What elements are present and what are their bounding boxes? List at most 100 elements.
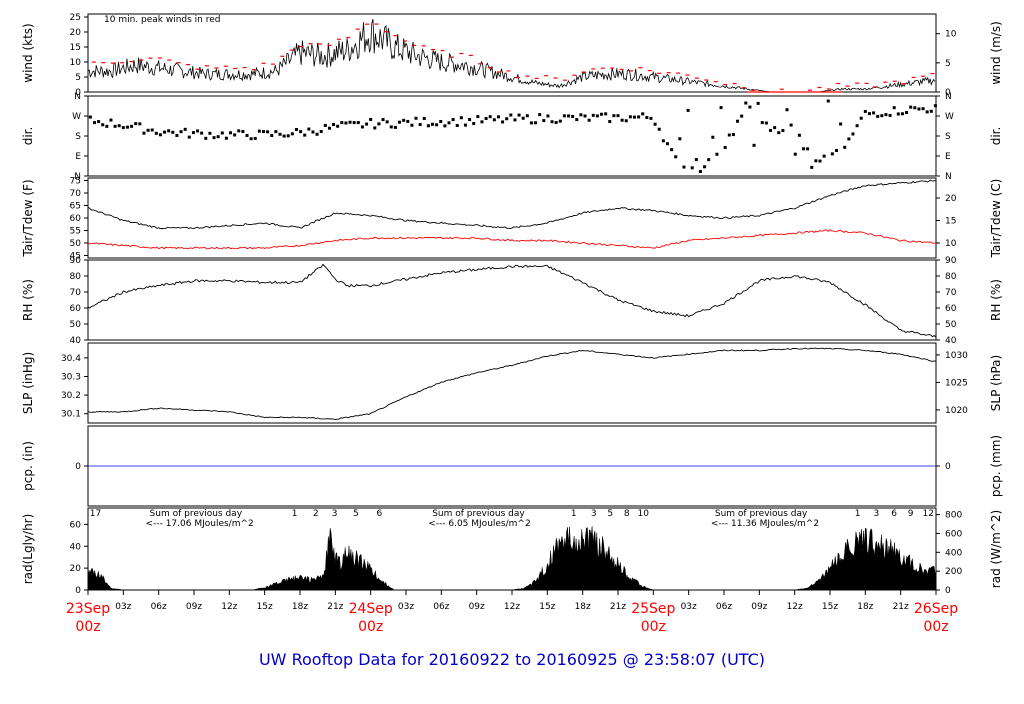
dir-point [113, 124, 117, 128]
dir-point [872, 111, 876, 115]
dir-point [216, 135, 220, 139]
xtick-label: 15z [822, 602, 838, 612]
xtick-label: 09z [469, 602, 485, 612]
dir-point [323, 123, 327, 127]
dir-point [109, 118, 113, 122]
dir-point [760, 121, 764, 125]
ytick-label-wind: 25 [70, 13, 81, 23]
dir-point [797, 133, 801, 137]
dir-point [319, 129, 323, 133]
dir-point [682, 165, 686, 169]
ytick-label-dir: S [75, 132, 81, 142]
dir-point [896, 112, 900, 116]
dir-point [253, 136, 257, 140]
wind-line [87, 18, 936, 93]
dir-point [913, 106, 917, 110]
ytick-label-temp: 65 [70, 202, 81, 212]
dir-point [773, 126, 777, 130]
ylabel-right-pcp: pcp. (mm) [989, 435, 1003, 497]
dir-point [550, 120, 554, 124]
dir-point [645, 116, 649, 120]
dir-point [402, 118, 406, 122]
dir-point [196, 129, 200, 133]
dir-point [517, 113, 521, 117]
dir-point [327, 126, 331, 130]
ytick-right-label-rad: 800 [945, 511, 962, 521]
dir-point [653, 122, 657, 126]
dir-point [884, 113, 888, 117]
xtick-label: 06z [716, 602, 732, 612]
dir-point [727, 133, 731, 137]
dir-point [451, 118, 455, 122]
dir-point [179, 130, 183, 134]
dir-point [632, 115, 636, 119]
ytick-label-rh: 80 [70, 272, 82, 282]
dir-point [863, 109, 867, 113]
dir-point [529, 121, 533, 125]
dir-point [422, 116, 426, 120]
dir-point [480, 120, 484, 124]
chart-title: UW Rooftop Data for 20160922 to 20160925… [258, 650, 766, 669]
ylabel-slp: SLP (inHg) [21, 352, 35, 414]
ytick-right-label-dir: E [945, 152, 951, 162]
rad-sum-value-1: <--- 6.05 MJoules/m^2 [428, 519, 530, 529]
dir-point [661, 139, 665, 143]
dir-point [818, 159, 822, 163]
rad-hour-mark: 1 [571, 509, 577, 519]
ylabel-right-wind: wind (m/s) [989, 21, 1003, 85]
xtick-label: 21z [327, 602, 343, 612]
dir-point [814, 159, 818, 163]
dir-point [756, 101, 760, 105]
ytick-right-label-rad: 0 [945, 586, 951, 596]
dir-point [698, 169, 702, 173]
ylabel-dir: dir. [21, 127, 35, 146]
xtick-label: 18z [857, 602, 873, 612]
ytick-right-label-rh: 50 [945, 320, 957, 330]
rad-hour-mark: 5 [607, 509, 613, 519]
dir-point [373, 126, 377, 130]
xtick-label: 21z [893, 602, 909, 612]
dir-point [183, 127, 187, 131]
dir-point [385, 120, 389, 124]
day-label-hour: 00z [358, 619, 383, 635]
dir-point [892, 106, 896, 110]
dir-point [484, 117, 488, 121]
dir-point [303, 133, 307, 137]
dir-point [307, 127, 311, 131]
dir-point [204, 136, 208, 140]
dir-point [839, 122, 843, 126]
dir-point [830, 152, 834, 156]
ytick-label-temp: 75 [70, 177, 81, 187]
rad-hour-mark: 10 [637, 509, 649, 519]
peak-wind-note: 10 min. peak winds in red [104, 15, 221, 25]
dir-point [224, 136, 228, 140]
ytick-label-slp: 30.2 [61, 391, 81, 401]
dir-point [414, 116, 418, 120]
dir-point [595, 114, 599, 118]
xtick-label: 09z [751, 602, 767, 612]
rad-hour-mark: 2 [313, 509, 319, 519]
dir-point [435, 123, 439, 127]
ytick-right-label-pcp: 0 [945, 462, 951, 472]
ytick-right-label-rh: 60 [945, 304, 957, 314]
dir-point [274, 130, 278, 134]
dir-point [731, 133, 735, 137]
dir-point [719, 106, 723, 110]
dir-point [880, 114, 884, 118]
dir-point [443, 124, 447, 128]
dir-point [525, 114, 529, 118]
rad-hour-mark: 6 [377, 509, 383, 519]
dir-point [616, 114, 620, 118]
dir-point [286, 134, 290, 138]
day-label-date: 24Sep [349, 601, 393, 617]
xtick-label: 18z [292, 602, 308, 612]
panel-frame-slp [87, 342, 937, 424]
dir-point [764, 121, 768, 125]
dir-point [843, 145, 847, 149]
dir-point [521, 116, 525, 120]
dir-point [703, 165, 707, 169]
ylabel-right-rh: RH (%) [989, 279, 1003, 321]
ytick-label-temp: 60 [70, 214, 82, 224]
ytick-label-dir: N [74, 92, 81, 102]
rad-hour-mark: 3 [874, 509, 880, 519]
